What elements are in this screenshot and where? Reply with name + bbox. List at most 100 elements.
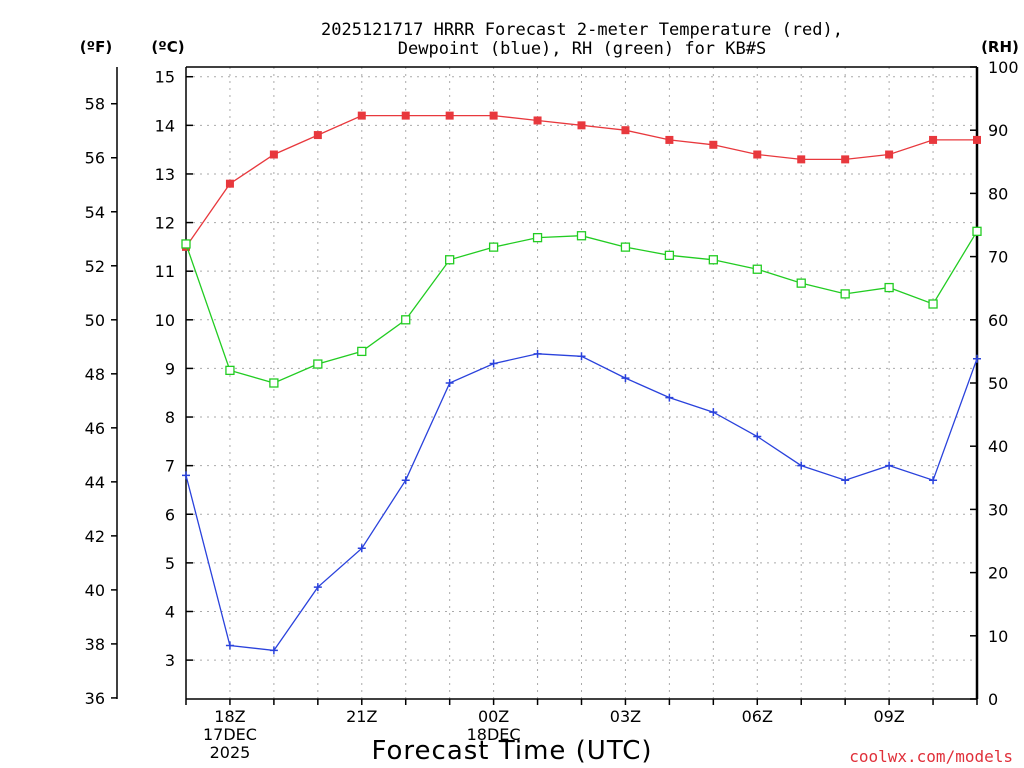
rh-point xyxy=(620,242,631,252)
x-tick-label: 21Z xyxy=(346,707,377,726)
rh-tick-label: 20 xyxy=(988,564,1008,583)
credit-label: coolwx.com/models xyxy=(849,747,1013,766)
x-tick-label: 00Z xyxy=(478,707,509,726)
fahrenheit-tick-label: 42 xyxy=(85,527,105,546)
rh-tick-label: 50 xyxy=(988,374,1008,393)
dewpoint-point xyxy=(621,374,630,383)
rh-point xyxy=(752,264,762,274)
fahrenheit-tick-label: 54 xyxy=(85,203,105,222)
dewpoint-point xyxy=(445,379,454,387)
temperature-point xyxy=(269,150,278,159)
grid-lines xyxy=(186,67,977,699)
x-tick-label: 17DEC xyxy=(203,725,257,744)
rh-tick-label: 0 xyxy=(988,690,998,709)
temperature-point xyxy=(709,140,718,149)
temperature-line xyxy=(185,114,977,248)
temperature-point xyxy=(489,111,498,120)
rh-tick-label: 70 xyxy=(988,248,1008,267)
dewpoint-point xyxy=(182,471,190,480)
rh-point xyxy=(884,282,894,293)
temperature-point xyxy=(533,116,542,125)
temperature-point xyxy=(313,131,322,140)
dewpoint-point xyxy=(885,461,894,470)
celsius-tick-label: 6 xyxy=(165,505,175,524)
celsius-tick-label: 15 xyxy=(155,68,175,87)
rh-point xyxy=(269,378,279,388)
temperature-point xyxy=(797,155,806,164)
dewpoint-point xyxy=(709,408,718,417)
dewpoint-point xyxy=(797,461,806,470)
x-tick-label: 18Z xyxy=(214,707,245,726)
celsius-tick-label: 4 xyxy=(165,602,175,621)
rh-point xyxy=(708,255,718,265)
fahrenheit-tick-label: 46 xyxy=(85,419,105,438)
data-series xyxy=(181,111,982,655)
dewpoint-point xyxy=(841,476,850,485)
rh-tick-label: 100 xyxy=(988,58,1019,77)
dewpoint-point xyxy=(753,432,762,441)
temperature-point xyxy=(973,135,981,144)
rh-point xyxy=(225,365,235,376)
rh-point xyxy=(840,289,850,299)
x-tick-label: 03Z xyxy=(610,707,641,726)
rh-tick-label: 60 xyxy=(988,311,1008,330)
celsius-unit-label: (ºC) xyxy=(151,38,184,56)
celsius-tick-label: 3 xyxy=(165,651,175,670)
rh-point xyxy=(664,250,675,260)
dewpoint-point xyxy=(357,544,366,553)
celsius-tick-label: 5 xyxy=(165,554,175,573)
fahrenheit-tick-label: 36 xyxy=(85,689,105,708)
temperature-point xyxy=(225,179,234,188)
fahrenheit-tick-label: 44 xyxy=(85,473,105,492)
rh-point xyxy=(313,359,323,369)
dewpoint-point xyxy=(929,476,938,485)
celsius-tick-label: 11 xyxy=(155,262,175,281)
celsius-tick-label: 10 xyxy=(155,311,175,330)
temperature-point xyxy=(885,150,894,159)
temperature-point xyxy=(753,150,762,159)
rh-point xyxy=(532,232,543,243)
rh-point xyxy=(445,255,455,265)
rh-tick-label: 40 xyxy=(988,437,1008,456)
x-tick-label: 06Z xyxy=(742,707,773,726)
temperature-point xyxy=(357,111,366,120)
celsius-tick-label: 12 xyxy=(155,214,175,233)
x-tick-label: 09Z xyxy=(873,707,904,726)
fahrenheit-tick-label: 48 xyxy=(85,365,105,384)
x-axis-title: Forecast Time (UTC) xyxy=(371,736,652,766)
rh-point xyxy=(928,299,938,309)
fahrenheit-tick-label: 58 xyxy=(85,95,105,114)
rh-point xyxy=(576,231,587,241)
rh-point xyxy=(488,242,499,252)
chart-subtitle: Dewpoint (blue), RH (green) for KB#S xyxy=(398,39,766,59)
celsius-tick-label: 13 xyxy=(155,165,175,184)
temperature-point xyxy=(445,111,454,120)
temperature-point xyxy=(665,135,674,144)
rh-point xyxy=(401,315,411,325)
dewpoint-point xyxy=(533,349,542,358)
rh-tick-label: 80 xyxy=(988,184,1008,203)
rh-tick-label: 10 xyxy=(988,627,1008,646)
dewpoint-point xyxy=(269,646,278,655)
celsius-tick-label: 8 xyxy=(165,408,175,427)
rh-point xyxy=(796,278,806,288)
temperature-point xyxy=(621,126,630,135)
celsius-tick-label: 7 xyxy=(165,457,175,476)
temperature-point xyxy=(401,111,410,120)
rh-tick-label: 90 xyxy=(988,121,1008,140)
fahrenheit-tick-label: 38 xyxy=(85,635,105,654)
dewpoint-point xyxy=(489,359,498,368)
rh-unit-label: (RH) xyxy=(981,38,1019,56)
dewpoint-point xyxy=(577,352,586,361)
rh-tick-label: 30 xyxy=(988,500,1008,519)
fahrenheit-tick-label: 56 xyxy=(85,149,105,168)
rh-point xyxy=(972,226,982,236)
dewpoint-point xyxy=(401,476,410,485)
rh-point xyxy=(181,239,191,249)
axes: 3638404244464850525456583456789101112131… xyxy=(85,58,1019,762)
fahrenheit-tick-label: 50 xyxy=(85,311,105,330)
dewpoint-point xyxy=(973,354,981,363)
dewpoint-point xyxy=(313,583,322,592)
dewpoint-point xyxy=(665,393,674,402)
